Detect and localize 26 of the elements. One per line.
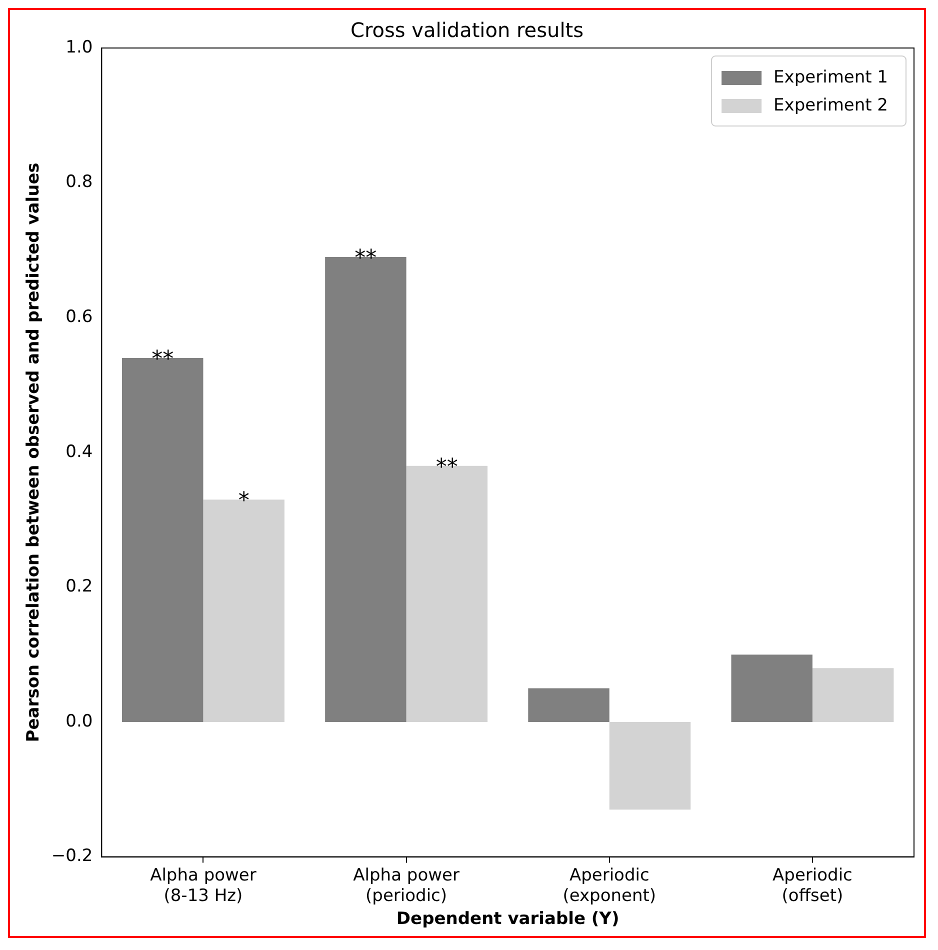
x-tick-label: Aperiodic (exponent): [562, 865, 656, 906]
legend-label: Experiment 2: [774, 95, 888, 116]
data-label: *: [238, 488, 250, 514]
y-tick-label: 0.0: [66, 711, 93, 732]
y-tick-label: 0.8: [66, 172, 93, 192]
bar: [122, 358, 204, 722]
data-label: **: [152, 347, 174, 372]
bar: [203, 500, 284, 722]
y-tick-label: 1.0: [66, 37, 93, 58]
x-tick-label: Aperiodic (offset): [772, 865, 852, 906]
y-tick-label: 0.4: [66, 442, 93, 462]
bar: [609, 722, 691, 810]
x-tick-label: Alpha power (8-13 Hz): [150, 865, 256, 906]
y-axis-title: Pearson correlation between observed and predicted values: [24, 162, 44, 742]
y-tick-label: 0.6: [66, 307, 93, 328]
x-tick-label: Alpha power (periodic): [353, 865, 460, 906]
bar: [528, 688, 610, 722]
legend-label: Experiment 1: [774, 67, 888, 88]
y-tick-label: 0.2: [66, 576, 93, 597]
y-tick-label: −0.2: [51, 846, 93, 866]
chart-title: Cross validation results: [350, 18, 584, 42]
bar: [812, 668, 894, 722]
bar: [731, 654, 812, 722]
data-label: **: [436, 454, 458, 480]
x-axis-title: Dependent variable (Y): [396, 909, 620, 930]
data-label: **: [354, 246, 377, 271]
